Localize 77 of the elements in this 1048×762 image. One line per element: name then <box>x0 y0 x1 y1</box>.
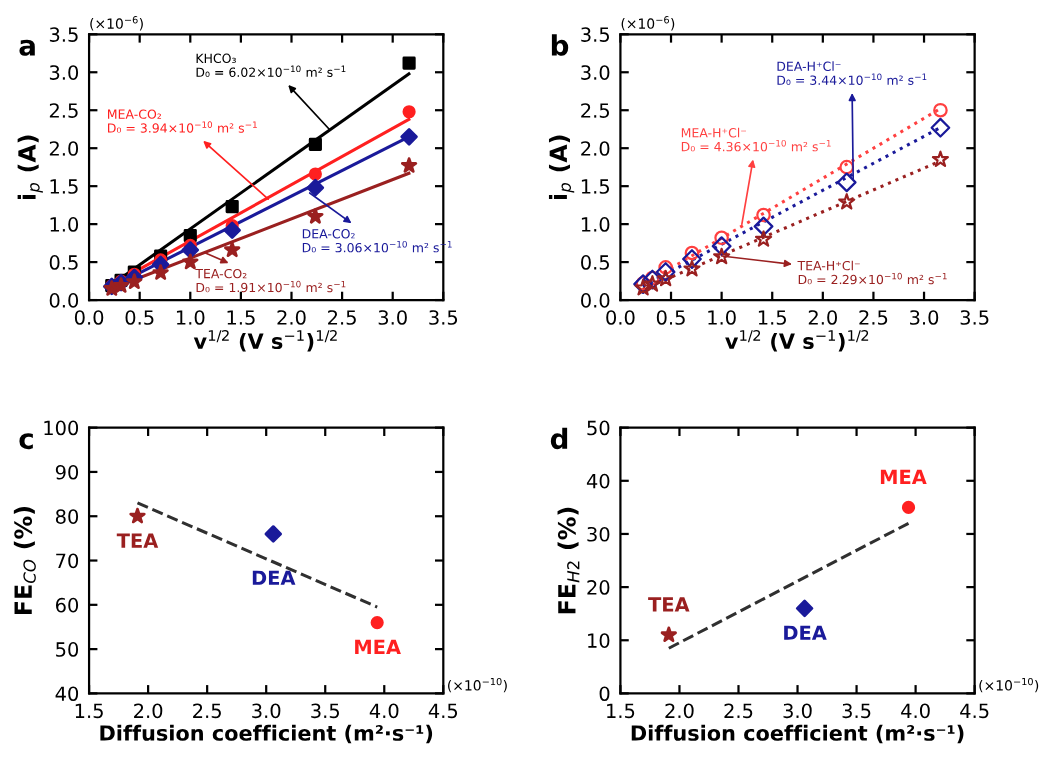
x-tick-label: 2.5 <box>859 310 888 325</box>
y-tick-label: 3.5 <box>581 27 609 42</box>
y-tick-label: 0.5 <box>49 255 78 270</box>
series-label: DEA <box>252 570 296 585</box>
y-tick-label: 2.0 <box>49 141 79 156</box>
chart-title: b <box>551 34 569 56</box>
chart-title: d <box>550 427 568 450</box>
x-tick-label: 4.0 <box>901 703 930 719</box>
y-tick-label: 3.0 <box>49 65 79 80</box>
x-tick-label: 2.0 <box>277 310 306 325</box>
y-tick-label: 1.0 <box>50 217 79 232</box>
x-tick-label: 4.5 <box>960 703 989 719</box>
x-tick-label: 2.0 <box>665 703 694 719</box>
x-tick-label: 3.5 <box>842 703 871 719</box>
y-tick-label: 1.5 <box>50 179 78 194</box>
y-tick-label: 3.5 <box>49 27 78 42</box>
y-tick-label: 2.5 <box>49 103 78 118</box>
y-tick-label: 90 <box>55 464 79 480</box>
x-tick-label: 1.5 <box>75 703 103 719</box>
x-tick-label: 0.5 <box>125 310 154 325</box>
x-tick-label: 1.0 <box>176 310 205 325</box>
y-tick-label: 0.0 <box>581 293 610 308</box>
series-label: MEA <box>880 469 927 484</box>
series-label: MEA <box>355 639 401 654</box>
y-axis-title: i$_{p}$ (A) <box>548 135 575 200</box>
y-tick-label: 1.0 <box>581 217 610 232</box>
y-tick-label: 20 <box>587 580 610 595</box>
x-axis-title: Diffusion coefficient (m²·s⁻¹) <box>100 724 433 744</box>
x-tick-label: 3.5 <box>311 703 339 719</box>
x-tick-label: 0.0 <box>606 310 635 325</box>
x-tick-label: 2.5 <box>193 703 221 719</box>
y-tick-label: 50 <box>56 642 79 657</box>
y-tick-label: 0.5 <box>581 255 609 270</box>
x-tick-label: 4.0 <box>369 703 399 719</box>
y-tick-label: 50 <box>587 420 610 436</box>
y-tick-label: 30 <box>587 526 610 542</box>
chart-title: c <box>19 433 33 450</box>
y-tick-label: 0.0 <box>49 293 79 308</box>
y-tick-label: 80 <box>55 509 79 524</box>
y-tick-label: 3.0 <box>581 65 610 80</box>
y-tick-label: 10 <box>588 633 610 648</box>
y-tick-label: 100 <box>44 420 79 436</box>
y-tick-label: 2.5 <box>581 103 609 118</box>
y-tick-label: 2.0 <box>581 141 610 156</box>
y-tick-label: 60 <box>55 597 79 613</box>
x-tick-label: 3.5 <box>960 310 989 325</box>
y-tick-label: 0 <box>599 686 610 702</box>
y-tick-label: 40 <box>586 473 610 489</box>
x-tick-label: 3.0 <box>378 310 407 325</box>
x-axis-title: Diffusion coefficient (m²·s⁻¹) <box>631 724 964 744</box>
x-tick-label: 0.5 <box>656 310 685 325</box>
y-tick-label: 40 <box>55 686 79 702</box>
x-tick-label: 3.0 <box>783 703 812 719</box>
x-tick-label: 1.5 <box>227 310 255 325</box>
series-label: DEA <box>784 625 827 640</box>
x-tick-label: 1.5 <box>758 310 786 325</box>
x-tick-label: 1.0 <box>708 310 736 325</box>
y-axis-title: FE$_{H2}$ (%) <box>557 507 580 614</box>
x-tick-label: 2.0 <box>808 310 837 325</box>
y-axis-title: i$_{p}$ (A) <box>17 135 43 200</box>
chart-title: a <box>19 39 35 56</box>
x-tick-label: 3.0 <box>252 703 281 719</box>
x-tick-label: 4.5 <box>428 703 458 719</box>
x-axis-title: v$^{1/2}$ (V s$^{−1}$)$^{1/2}$ <box>193 329 337 352</box>
x-tick-label: 2.5 <box>328 310 356 325</box>
x-axis-title: v$^{1/2}$ (V s$^{−1}$)$^{1/2}$ <box>725 329 869 352</box>
x-tick-label: 0.0 <box>74 310 104 325</box>
x-tick-label: 2.0 <box>134 703 163 719</box>
x-tick-label: 1.5 <box>607 703 635 719</box>
y-axis-title: FE$_{CO}$ (%) <box>13 507 36 614</box>
series-label: TEA <box>648 597 690 612</box>
x-tick-label: 3.5 <box>429 310 458 325</box>
y-tick-label: 70 <box>56 553 79 569</box>
x-tick-label: 2.5 <box>724 703 753 719</box>
series-label: TEA <box>116 533 159 548</box>
x-tick-label: 3.0 <box>910 310 939 325</box>
y-tick-label: 1.5 <box>581 179 609 194</box>
